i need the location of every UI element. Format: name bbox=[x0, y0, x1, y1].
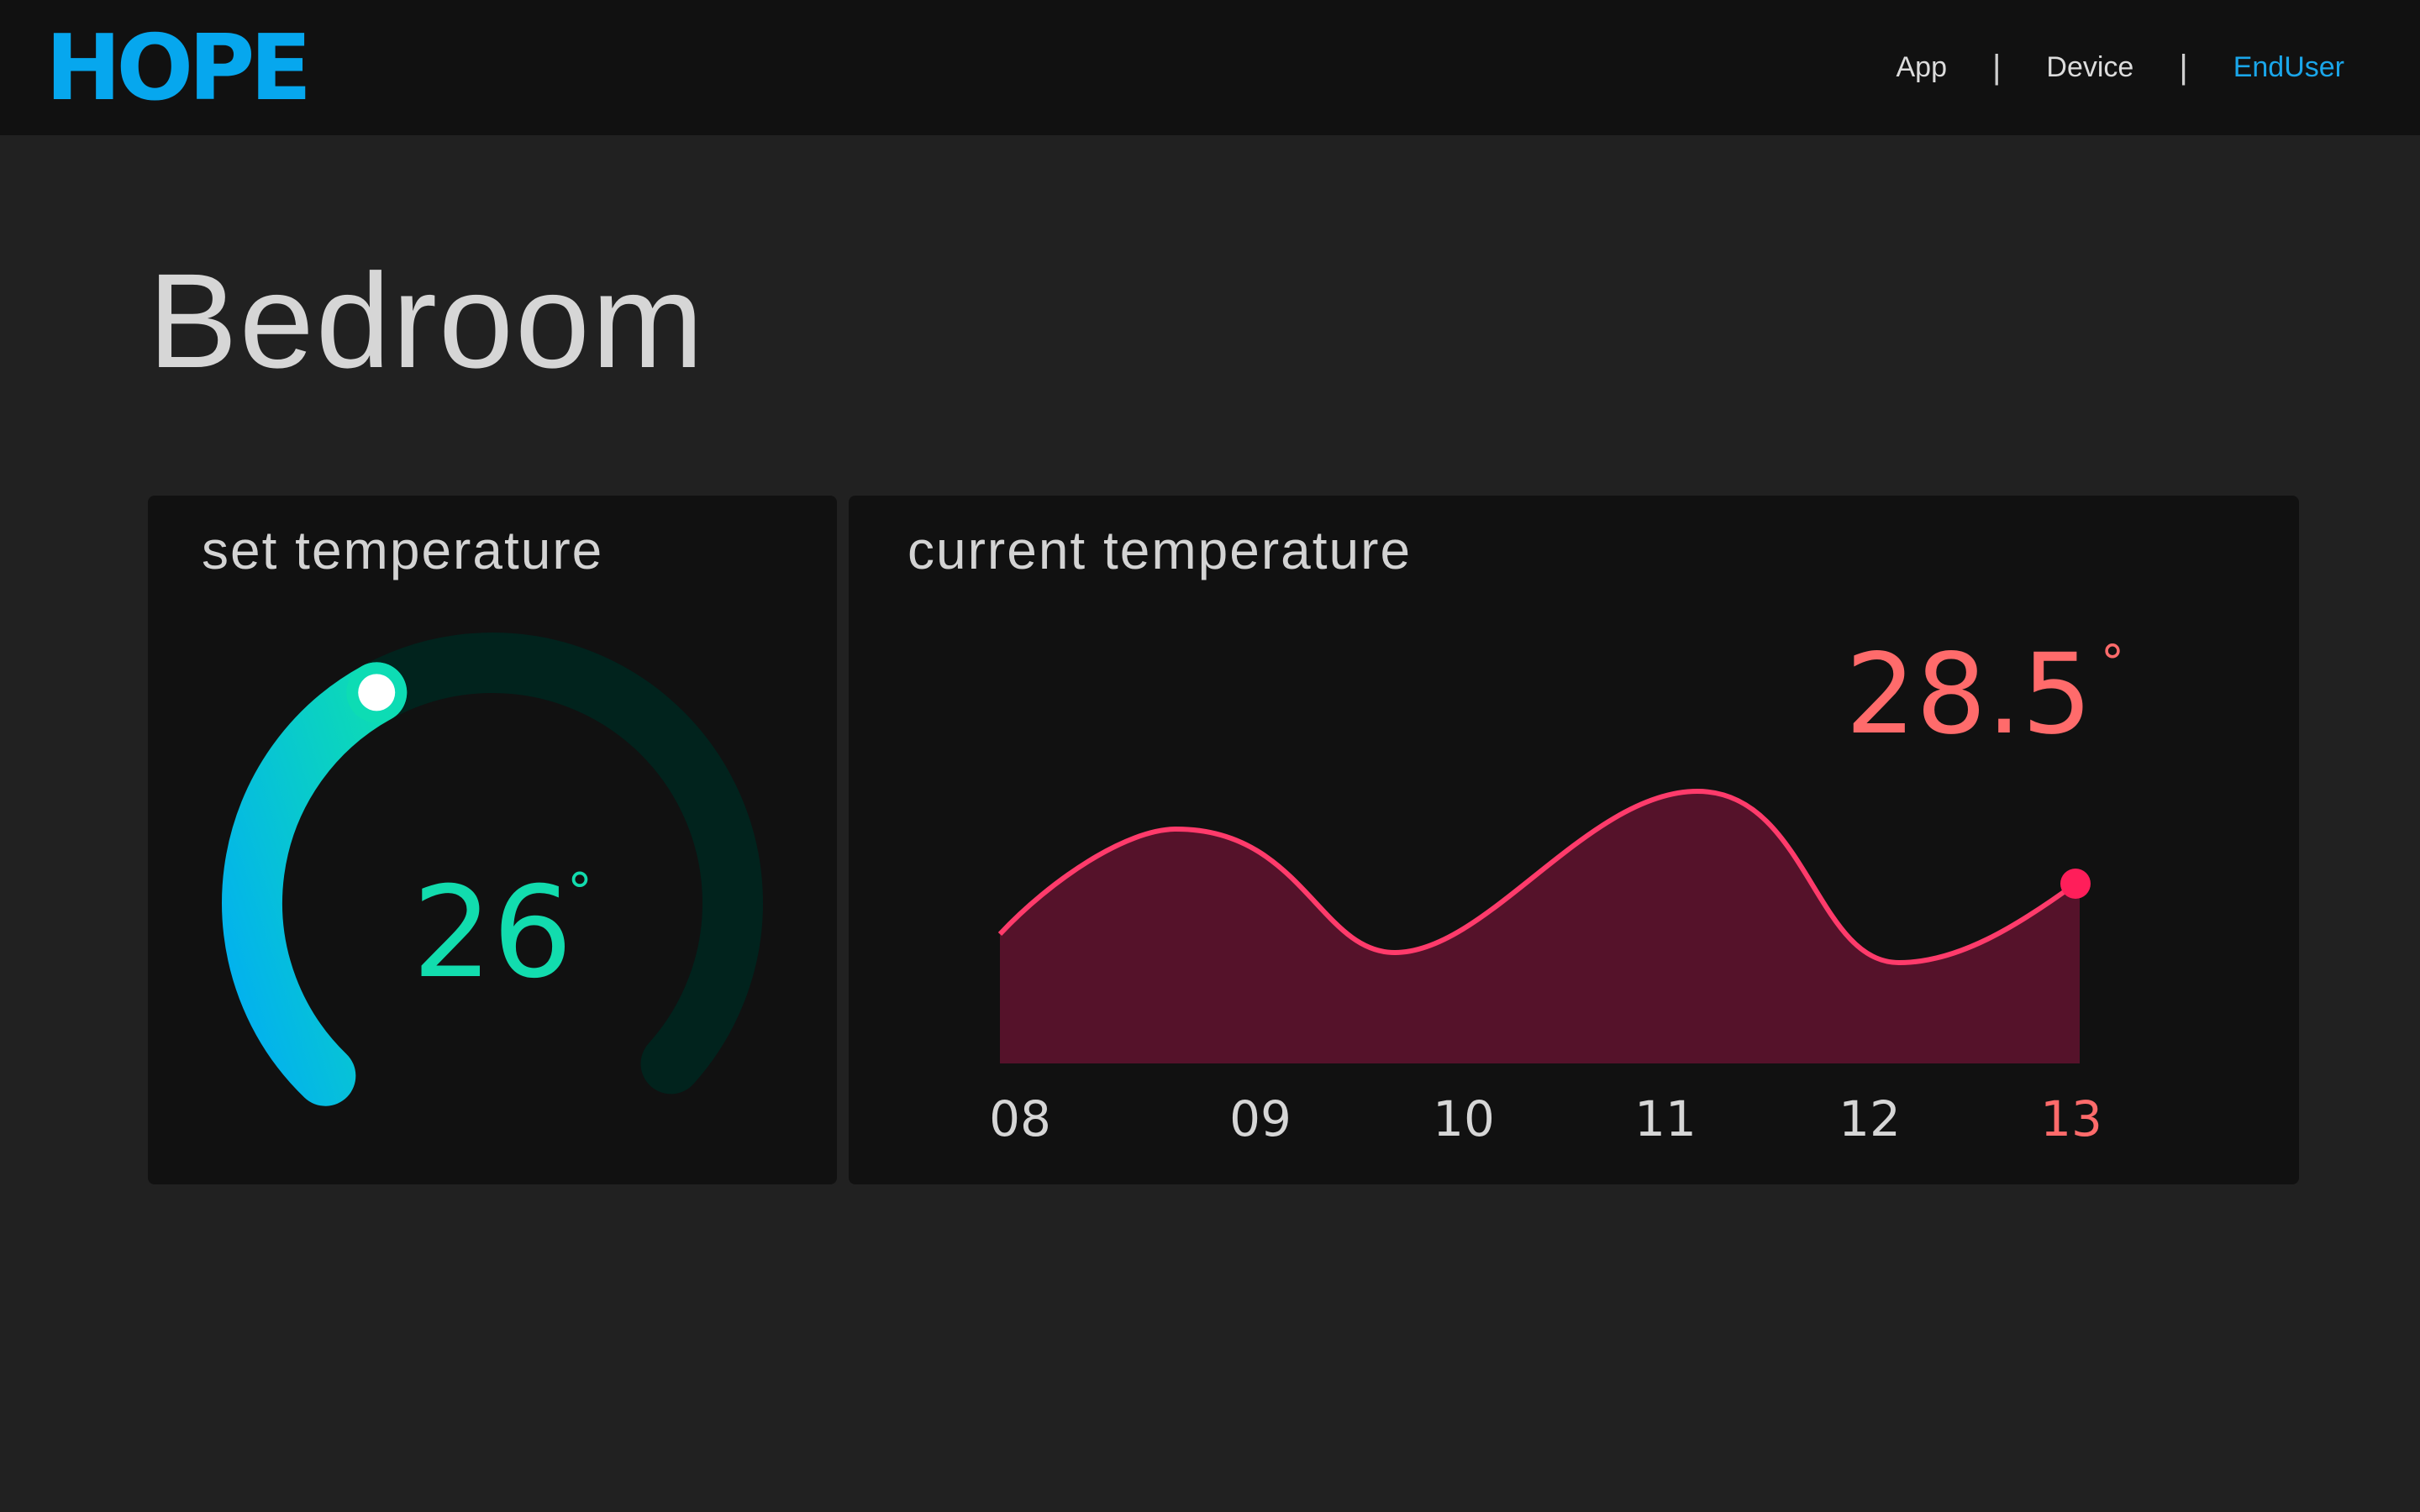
x-tick-label: 10 bbox=[1433, 1090, 1495, 1147]
temperature-chart: 28.5 ° 08 09 10 11 12 13 bbox=[989, 630, 2124, 1147]
gauge-knob-center[interactable] bbox=[358, 674, 396, 711]
nav-item-app[interactable]: App bbox=[1896, 51, 1948, 83]
nav-item-enduser[interactable]: EndUser bbox=[2233, 51, 2344, 83]
x-tick-label: 11 bbox=[1634, 1090, 1697, 1147]
nav-item-device[interactable]: Device bbox=[2046, 51, 2134, 83]
x-tick-label: 12 bbox=[1839, 1090, 1901, 1147]
current-temperature-value: 28.5 bbox=[1845, 630, 2092, 759]
latest-reading-point[interactable] bbox=[2060, 869, 2091, 899]
page-title: Bedroom bbox=[148, 245, 706, 396]
x-tick-label: 08 bbox=[989, 1090, 1051, 1147]
current-temperature-card: current temperature 28.5 ° 08 09 10 11 12 13 bbox=[849, 496, 2299, 1184]
x-tick-label: 09 bbox=[1229, 1090, 1292, 1147]
gauge-fill bbox=[222, 662, 408, 1106]
logo-text: HOPE bbox=[45, 25, 307, 109]
hope-logo[interactable]: HOPE bbox=[45, 25, 339, 109]
top-nav: App | Device | EndUser bbox=[1897, 0, 2345, 135]
set-temperature-unit: ° bbox=[567, 863, 592, 921]
set-temperature-title: set temperature bbox=[202, 520, 604, 580]
x-tick-label: 13 bbox=[2040, 1090, 2102, 1147]
set-temperature-value: 26 bbox=[413, 860, 573, 1006]
nav-separator: | bbox=[1992, 49, 2002, 86]
temperature-gauge: 26 ° bbox=[222, 633, 763, 1106]
current-temperature-unit: ° bbox=[2101, 636, 2124, 690]
temperature-line bbox=[997, 788, 2077, 966]
top-navigation-bar: HOPE App | Device | EndUser bbox=[0, 0, 2420, 135]
x-axis-ticks: 08 09 10 11 12 13 bbox=[989, 1090, 2102, 1147]
set-temperature-card: set temperature 26 ° bbox=[148, 496, 837, 1184]
nav-separator: | bbox=[2179, 49, 2188, 86]
current-temperature-title: current temperature bbox=[908, 520, 1413, 580]
